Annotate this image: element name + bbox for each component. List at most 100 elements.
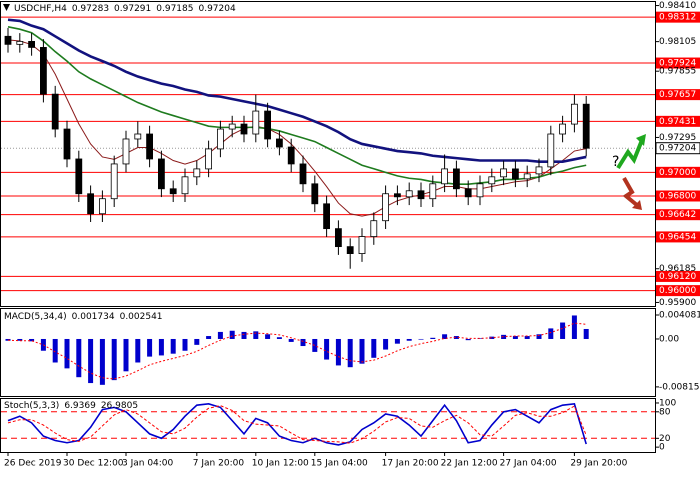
- y-tick-label: 100: [659, 398, 676, 408]
- line: [7, 18, 587, 163]
- level-box: [656, 11, 700, 23]
- macd-bar: [194, 338, 200, 345]
- main-title: USDCHF,H4 0.97283 0.97291 0.97185 0.97204: [14, 4, 236, 14]
- macd-bar: [465, 338, 471, 341]
- title-icon: [3, 4, 10, 11]
- y-tick-label: 80: [659, 407, 671, 417]
- macd-bar: [430, 337, 436, 339]
- macd-bar: [241, 331, 247, 339]
- candle-body: [228, 123, 236, 130]
- candle-body: [264, 110, 272, 140]
- y-tick-label: 0.97295: [659, 133, 696, 143]
- macd-bar: [182, 338, 188, 351]
- macd-bar: [64, 338, 70, 369]
- macd-bar: [158, 338, 164, 356]
- candle-body: [16, 40, 24, 45]
- y-tick-label: 0.98105: [659, 37, 696, 47]
- macd-bar: [536, 334, 542, 339]
- macd-bar: [5, 338, 11, 341]
- x-tick-label: 26 Dec 2019: [4, 459, 62, 469]
- macd-bar: [383, 338, 389, 350]
- up-arrow: [616, 139, 644, 170]
- candle-body: [299, 163, 307, 185]
- candle-body: [28, 40, 36, 48]
- y-tick-label: 20: [659, 434, 671, 444]
- current-box: [655, 142, 700, 155]
- candle-body: [405, 190, 413, 198]
- candle-body: [134, 133, 142, 140]
- candle-body: [393, 193, 401, 198]
- macd-bar: [335, 338, 341, 366]
- macd-bar: [52, 338, 58, 363]
- x-tick-label: 15 Jan 04:00: [311, 459, 368, 469]
- level-box: [656, 209, 700, 221]
- macd-bar: [583, 328, 589, 339]
- line: [7, 405, 587, 444]
- candle-body: [252, 110, 260, 135]
- candle-body: [216, 128, 224, 150]
- level-box: [656, 231, 700, 243]
- macd-bar: [29, 338, 35, 342]
- candle-body: [87, 193, 94, 215]
- candle-body: [382, 193, 390, 222]
- candle-body: [476, 183, 484, 198]
- candle-body: [488, 176, 496, 185]
- macd-bar: [276, 337, 282, 339]
- macd-bar: [312, 338, 318, 352]
- macd-bar: [206, 336, 212, 339]
- x-tick-label: 27 Jan 04:00: [500, 459, 557, 469]
- level-label: 0.96120: [659, 272, 696, 282]
- line: [7, 39, 587, 217]
- macd-bar: [477, 338, 483, 339]
- candle-body: [358, 236, 366, 254]
- macd-panel: [0, 308, 656, 397]
- macd-bar: [406, 338, 412, 341]
- candle-body: [287, 146, 295, 165]
- level-label: 0.97000: [659, 168, 696, 178]
- candle-body: [582, 103, 590, 149]
- title-name: Stoch(5,3,3): [4, 401, 59, 411]
- x-tick-label: 3 Jan 04:00: [122, 459, 174, 469]
- level-box: [656, 190, 700, 202]
- level-label: 0.96642: [659, 210, 696, 220]
- stoch-title: Stoch(5,3,3) 6.9369 26.9805: [4, 401, 138, 411]
- title-value: 0.97185: [156, 4, 193, 14]
- y-tick-label: 0.004081: [659, 310, 700, 320]
- current-label: 0.97204: [659, 144, 696, 154]
- macd-bar: [99, 338, 105, 385]
- candle-body: [181, 176, 189, 195]
- candle-body: [452, 168, 460, 190]
- candle-body: [523, 173, 531, 180]
- candle-body: [323, 203, 331, 230]
- macd-bar: [512, 336, 518, 339]
- candle-body: [535, 166, 543, 175]
- line: [7, 322, 587, 380]
- candle-body: [51, 93, 59, 130]
- y-tick-label: 0.95900: [659, 298, 696, 308]
- macd-bar: [371, 338, 377, 358]
- x-tick-label: 10 Jan 12:00: [252, 459, 309, 469]
- x-tick-label: 17 Jan 20:00: [382, 459, 439, 469]
- candle-body: [500, 168, 508, 178]
- macd-bar: [571, 315, 577, 339]
- macd-bar: [300, 338, 306, 347]
- candle-body: [169, 188, 177, 195]
- candle-body: [346, 246, 354, 254]
- macd-bar: [253, 331, 259, 339]
- level-box: [656, 166, 700, 178]
- macd-bar: [442, 334, 448, 339]
- level-box: [656, 285, 700, 297]
- level-label: 0.96800: [659, 191, 696, 201]
- macd-bar: [265, 334, 271, 339]
- candle-body: [205, 148, 213, 170]
- x-tick-label: 22 Jan 12:00: [441, 459, 498, 469]
- y-tick-label: 0.00: [659, 334, 679, 344]
- macd-bar: [76, 338, 82, 378]
- macd-bar: [147, 338, 153, 357]
- title-value: 6.9369: [64, 401, 96, 411]
- macd-bar: [347, 338, 353, 368]
- level-box: [656, 270, 700, 282]
- macd-bar: [560, 322, 566, 339]
- level-label: 0.97657: [659, 90, 696, 100]
